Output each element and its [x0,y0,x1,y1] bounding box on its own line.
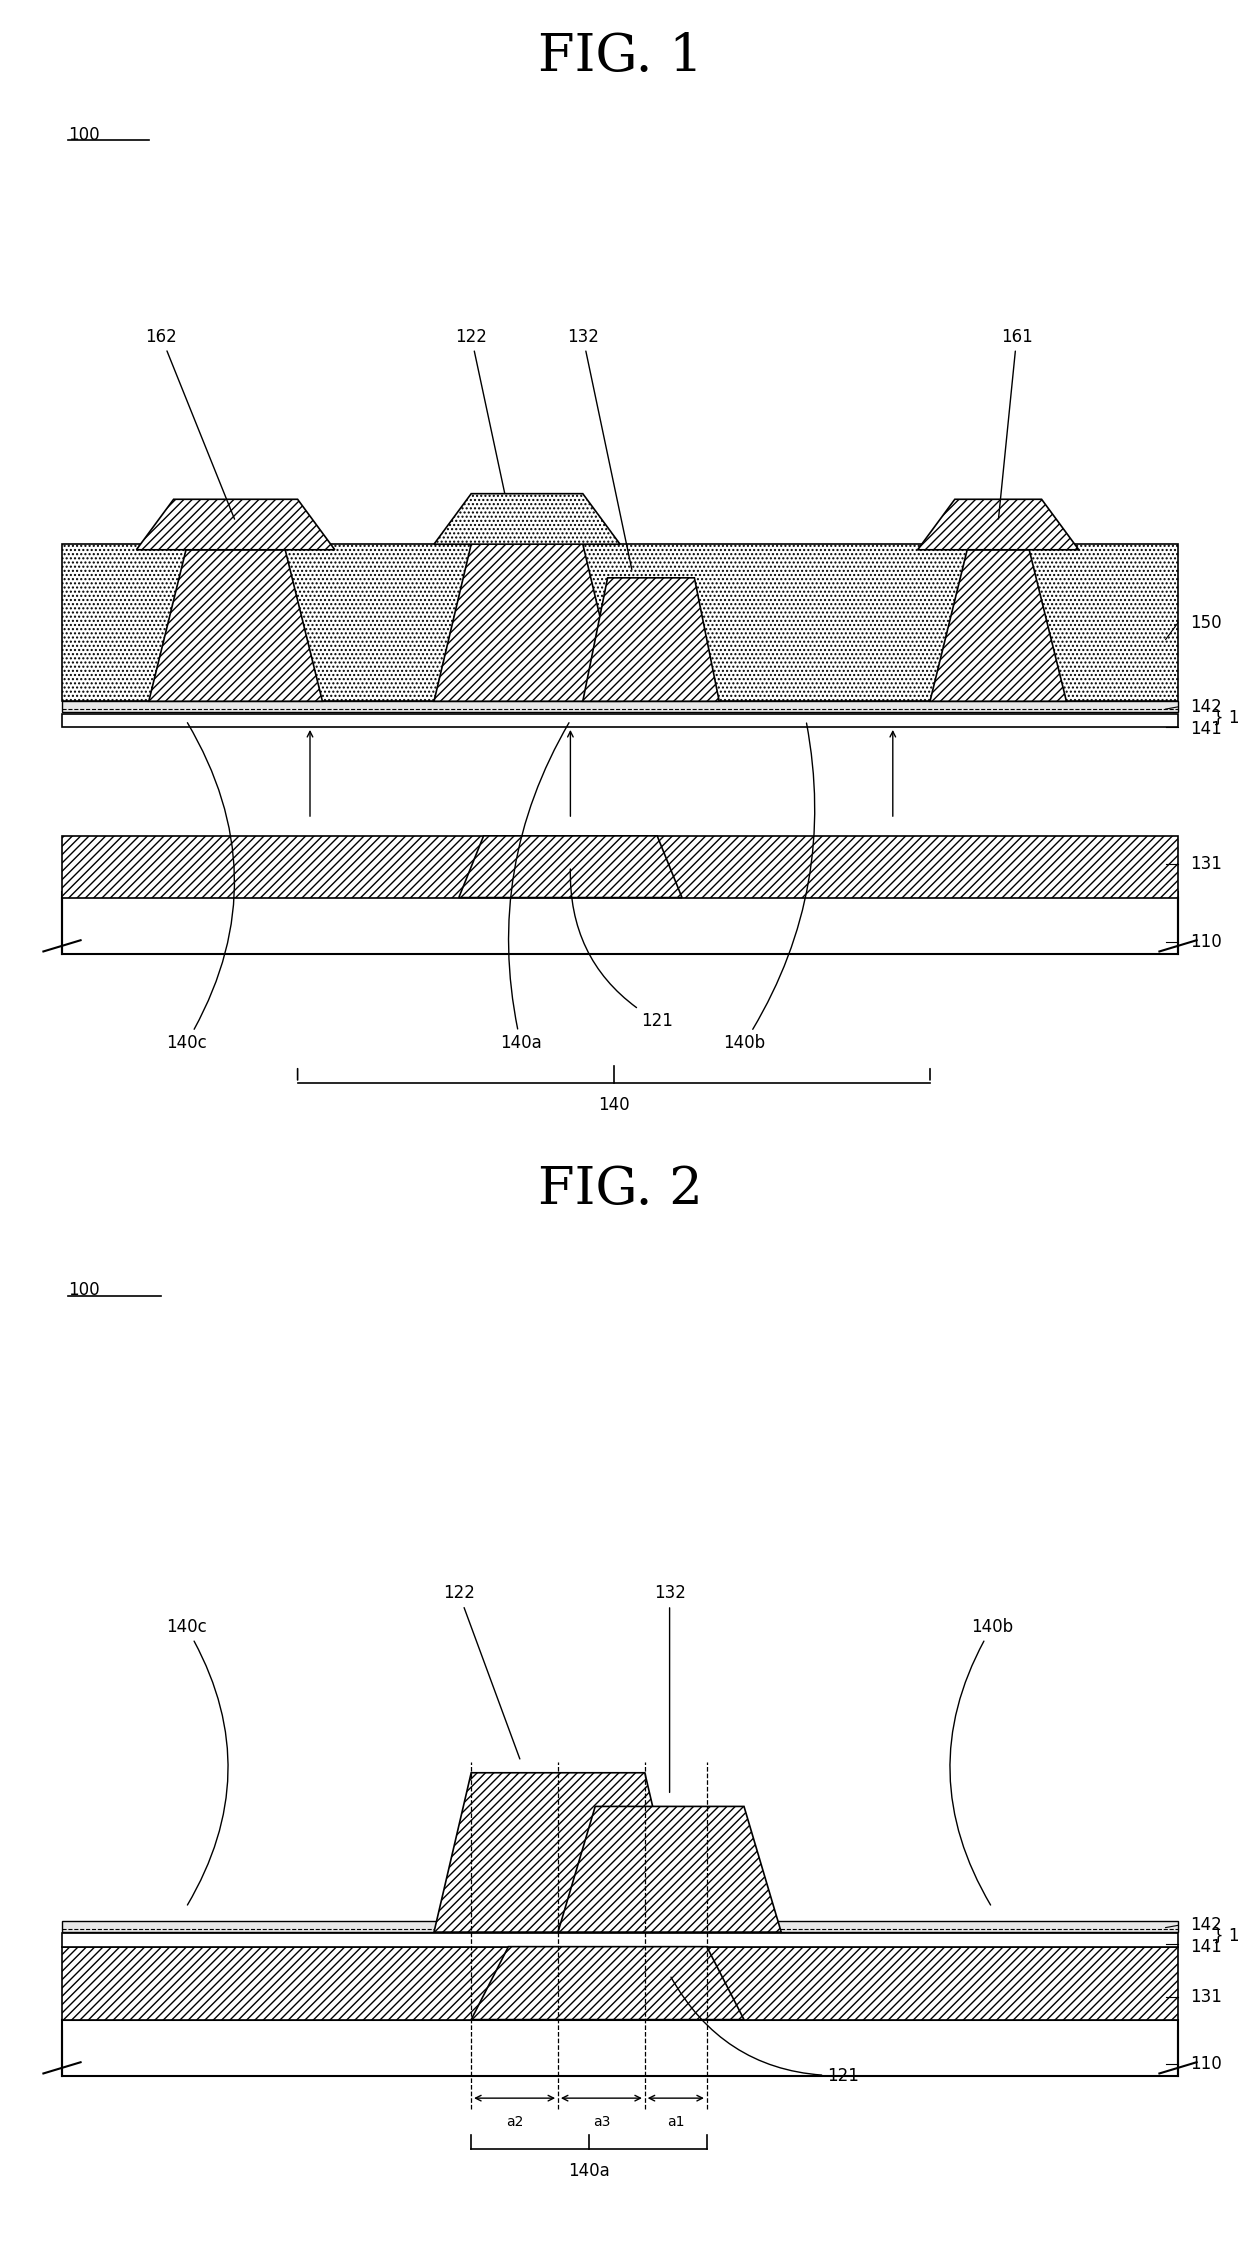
FancyBboxPatch shape [62,545,1178,700]
Text: 162: 162 [145,328,234,518]
Text: 140a: 140a [568,2161,610,2181]
Text: a1: a1 [667,2114,684,2130]
Text: a2: a2 [506,2114,523,2130]
Text: FIG. 2: FIG. 2 [538,1165,702,1214]
Text: a3: a3 [593,2114,610,2130]
FancyBboxPatch shape [62,1934,1178,1948]
Text: 141: 141 [1190,1937,1223,1957]
Text: 131: 131 [1190,1988,1223,2006]
Polygon shape [434,494,620,545]
Polygon shape [930,550,1066,700]
Text: } 140: } 140 [1213,1925,1240,1946]
Text: 140b: 140b [950,1618,1013,1905]
Text: 150: 150 [1190,613,1223,633]
Text: 140c: 140c [166,723,234,1052]
Polygon shape [471,1948,744,2020]
Text: FIG. 1: FIG. 1 [538,31,702,81]
FancyBboxPatch shape [62,893,1178,954]
Text: 140c: 140c [166,1618,228,1905]
Text: 131: 131 [1190,855,1223,873]
Text: 121: 121 [570,868,673,1030]
FancyBboxPatch shape [62,1948,1178,2020]
Text: 142: 142 [1190,1916,1223,1934]
Text: 122: 122 [455,328,508,507]
FancyBboxPatch shape [62,2020,1178,2076]
Polygon shape [149,550,322,700]
Text: 140a: 140a [500,723,569,1052]
Polygon shape [136,500,335,550]
FancyBboxPatch shape [62,700,1178,714]
Text: 100: 100 [68,1281,100,1299]
Text: } 140: } 140 [1213,709,1240,727]
Polygon shape [434,545,620,700]
Text: 142: 142 [1190,698,1223,716]
Polygon shape [918,500,1079,550]
Text: 140: 140 [598,1095,630,1115]
FancyBboxPatch shape [62,1921,1178,1932]
Text: 161: 161 [998,328,1033,518]
Text: 132: 132 [653,1584,686,1793]
FancyBboxPatch shape [62,835,1178,898]
Polygon shape [583,579,719,700]
Polygon shape [459,835,682,898]
Polygon shape [558,1806,781,1932]
Text: 132: 132 [567,328,632,570]
FancyBboxPatch shape [62,714,1178,727]
Polygon shape [434,1773,682,1932]
Text: 140b: 140b [723,723,815,1052]
Text: 100: 100 [68,126,100,144]
Text: 141: 141 [1190,720,1223,738]
Text: 121: 121 [671,1977,859,2085]
Text: 110: 110 [1190,2056,1223,2073]
Text: 122: 122 [443,1584,520,1759]
Text: 110: 110 [1190,934,1223,951]
